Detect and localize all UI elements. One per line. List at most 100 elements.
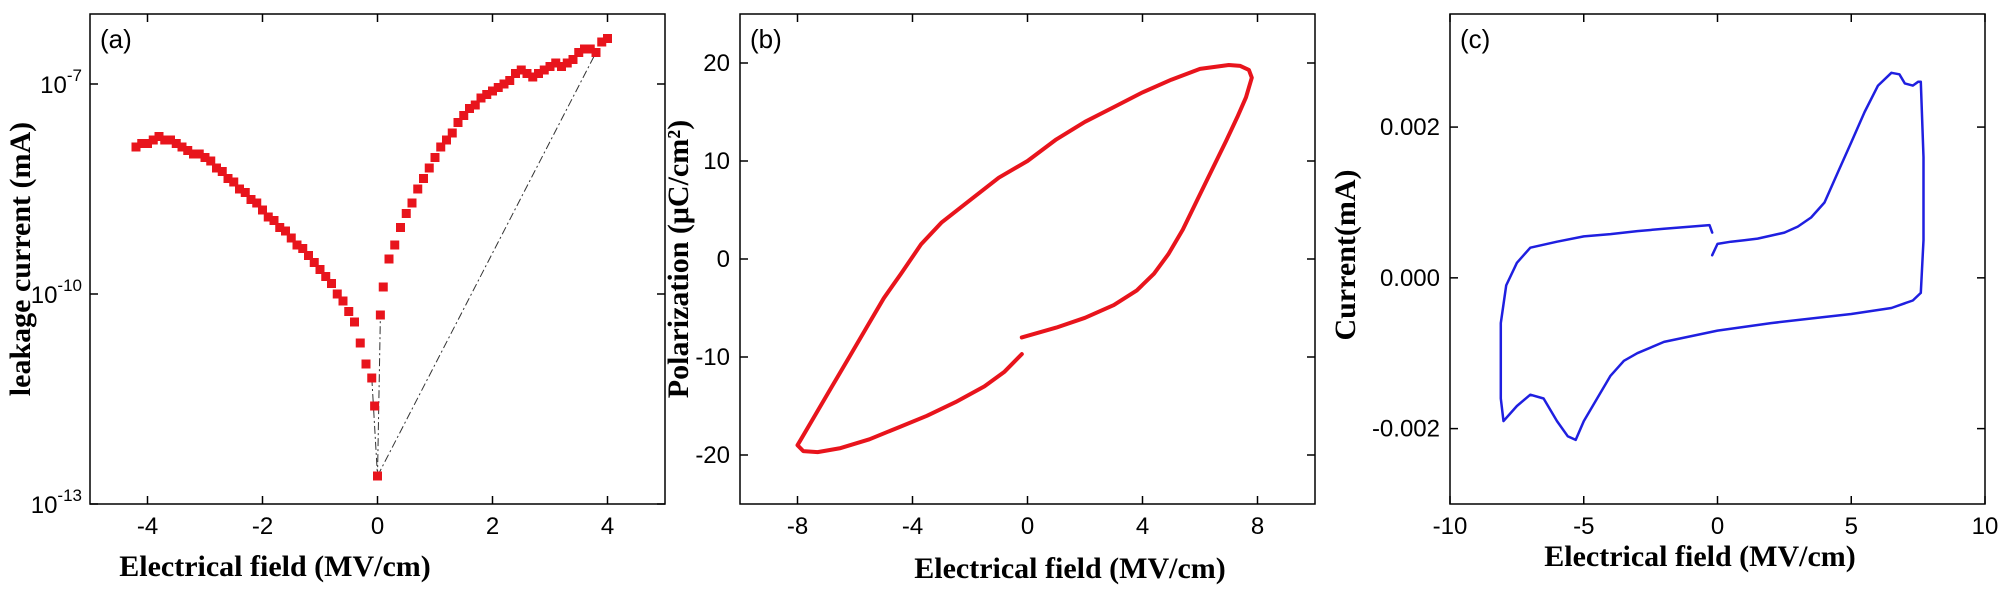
data-point [252, 198, 262, 208]
x-tick-label: -10 [1433, 513, 1468, 540]
plot-frame [1449, 13, 1986, 505]
panel-label: (b) [750, 24, 782, 54]
x-tick-label: 0 [1021, 513, 1034, 540]
data-point [148, 135, 158, 145]
data-point [436, 142, 446, 152]
data-point [338, 296, 348, 306]
x-tick-label: 10 [1972, 513, 1999, 540]
y-axis-title: leakage current (mA) [4, 122, 37, 396]
data-point [482, 90, 492, 99]
data-point [493, 83, 503, 92]
data-point [350, 317, 359, 327]
data-point [166, 135, 175, 145]
data-point [223, 174, 233, 183]
y-tick-label: 10 [703, 148, 730, 175]
plot-frame [739, 13, 1316, 505]
x-tick-label: 8 [1251, 513, 1264, 540]
y-tick-label: 0.000 [1380, 265, 1440, 292]
data-point [551, 58, 561, 68]
data-point [212, 163, 221, 173]
y-tick-label: -0.002 [1372, 416, 1440, 443]
y-axis-title: Current(mA) [1329, 169, 1362, 340]
data-point [390, 240, 400, 250]
data-point [183, 146, 193, 155]
data-point [355, 338, 365, 348]
x-tick-label: -8 [787, 513, 808, 540]
x-tick-label: -5 [1573, 513, 1594, 540]
data-point [384, 254, 394, 264]
data-point [396, 223, 405, 232]
data-point [321, 272, 331, 281]
data-point [137, 139, 147, 148]
data-point [298, 244, 308, 253]
x-tick-label: 0 [1711, 513, 1724, 540]
x-tick-label: 5 [1845, 513, 1858, 540]
data-point [419, 174, 428, 183]
data-point [217, 167, 227, 176]
x-axis-title: Electrical field (MV/cm) [119, 550, 431, 583]
data-point [488, 86, 497, 96]
data-point [373, 471, 382, 481]
data-point [453, 118, 463, 127]
series-line [1499, 71, 1925, 442]
data-point [585, 44, 595, 54]
plot-frame [89, 13, 666, 505]
x-tick-label: 4 [1136, 513, 1149, 540]
data-point [361, 359, 371, 369]
data-point [275, 223, 285, 232]
y-tick-label: 0 [717, 246, 730, 273]
x-tick-label: 0 [371, 513, 384, 540]
data-point [401, 209, 411, 218]
data-point [367, 373, 377, 383]
data-point [568, 55, 578, 64]
data-point [499, 79, 509, 89]
data-point [177, 142, 187, 152]
x-tick-label: -2 [252, 513, 273, 540]
data-point [442, 135, 451, 145]
data-point [332, 289, 342, 299]
data-point [160, 135, 170, 145]
data-point [309, 258, 319, 267]
x-tick-label: 2 [486, 513, 499, 540]
data-point [327, 279, 336, 288]
data-point [154, 132, 164, 141]
data-point [591, 48, 601, 57]
y-tick-label: 10-7 [40, 66, 82, 99]
data-point [470, 100, 480, 110]
data-point [344, 307, 354, 316]
data-point [528, 72, 538, 82]
data-point [465, 104, 474, 113]
data-point [545, 62, 555, 71]
data-point [229, 177, 239, 187]
data-point [557, 62, 566, 71]
x-axis-title: Electrical field (MV/cm) [914, 552, 1226, 585]
y-tick-label: -20 [695, 442, 730, 469]
panel-b: -8 -4 0 4 8 -20 -10 0 10 20 (b) Electrical field (M… [662, 13, 1316, 585]
data-point [200, 153, 210, 162]
panel-c: -10 -5 0 5 10 -0.002 0.000 0.002 (c) Electrical f… [1329, 13, 1999, 573]
y-tick-label: 10-10 [31, 276, 82, 309]
data-point [292, 240, 302, 250]
guide-line [377, 52, 597, 477]
data-point [424, 163, 434, 173]
data-point [263, 212, 273, 222]
data-point [562, 58, 572, 68]
data-point [511, 69, 520, 78]
panel-label: (c) [1460, 24, 1490, 54]
x-axis-title: Electrical field (MV/cm) [1544, 540, 1856, 573]
data-point [505, 76, 515, 85]
data-point [143, 139, 152, 148]
data-point [304, 251, 313, 260]
data-point [281, 226, 290, 236]
data-point [189, 149, 198, 159]
data-point [258, 205, 267, 215]
series-line [795, 63, 1254, 455]
data-point [603, 34, 612, 43]
x-tick-label: 4 [601, 513, 614, 540]
data-point [522, 69, 532, 78]
y-tick-label: -10 [695, 344, 730, 371]
data-point [171, 139, 181, 148]
data-point [240, 188, 250, 197]
panel-label: (a) [100, 24, 132, 54]
y-tick-label: 10-13 [31, 486, 82, 519]
